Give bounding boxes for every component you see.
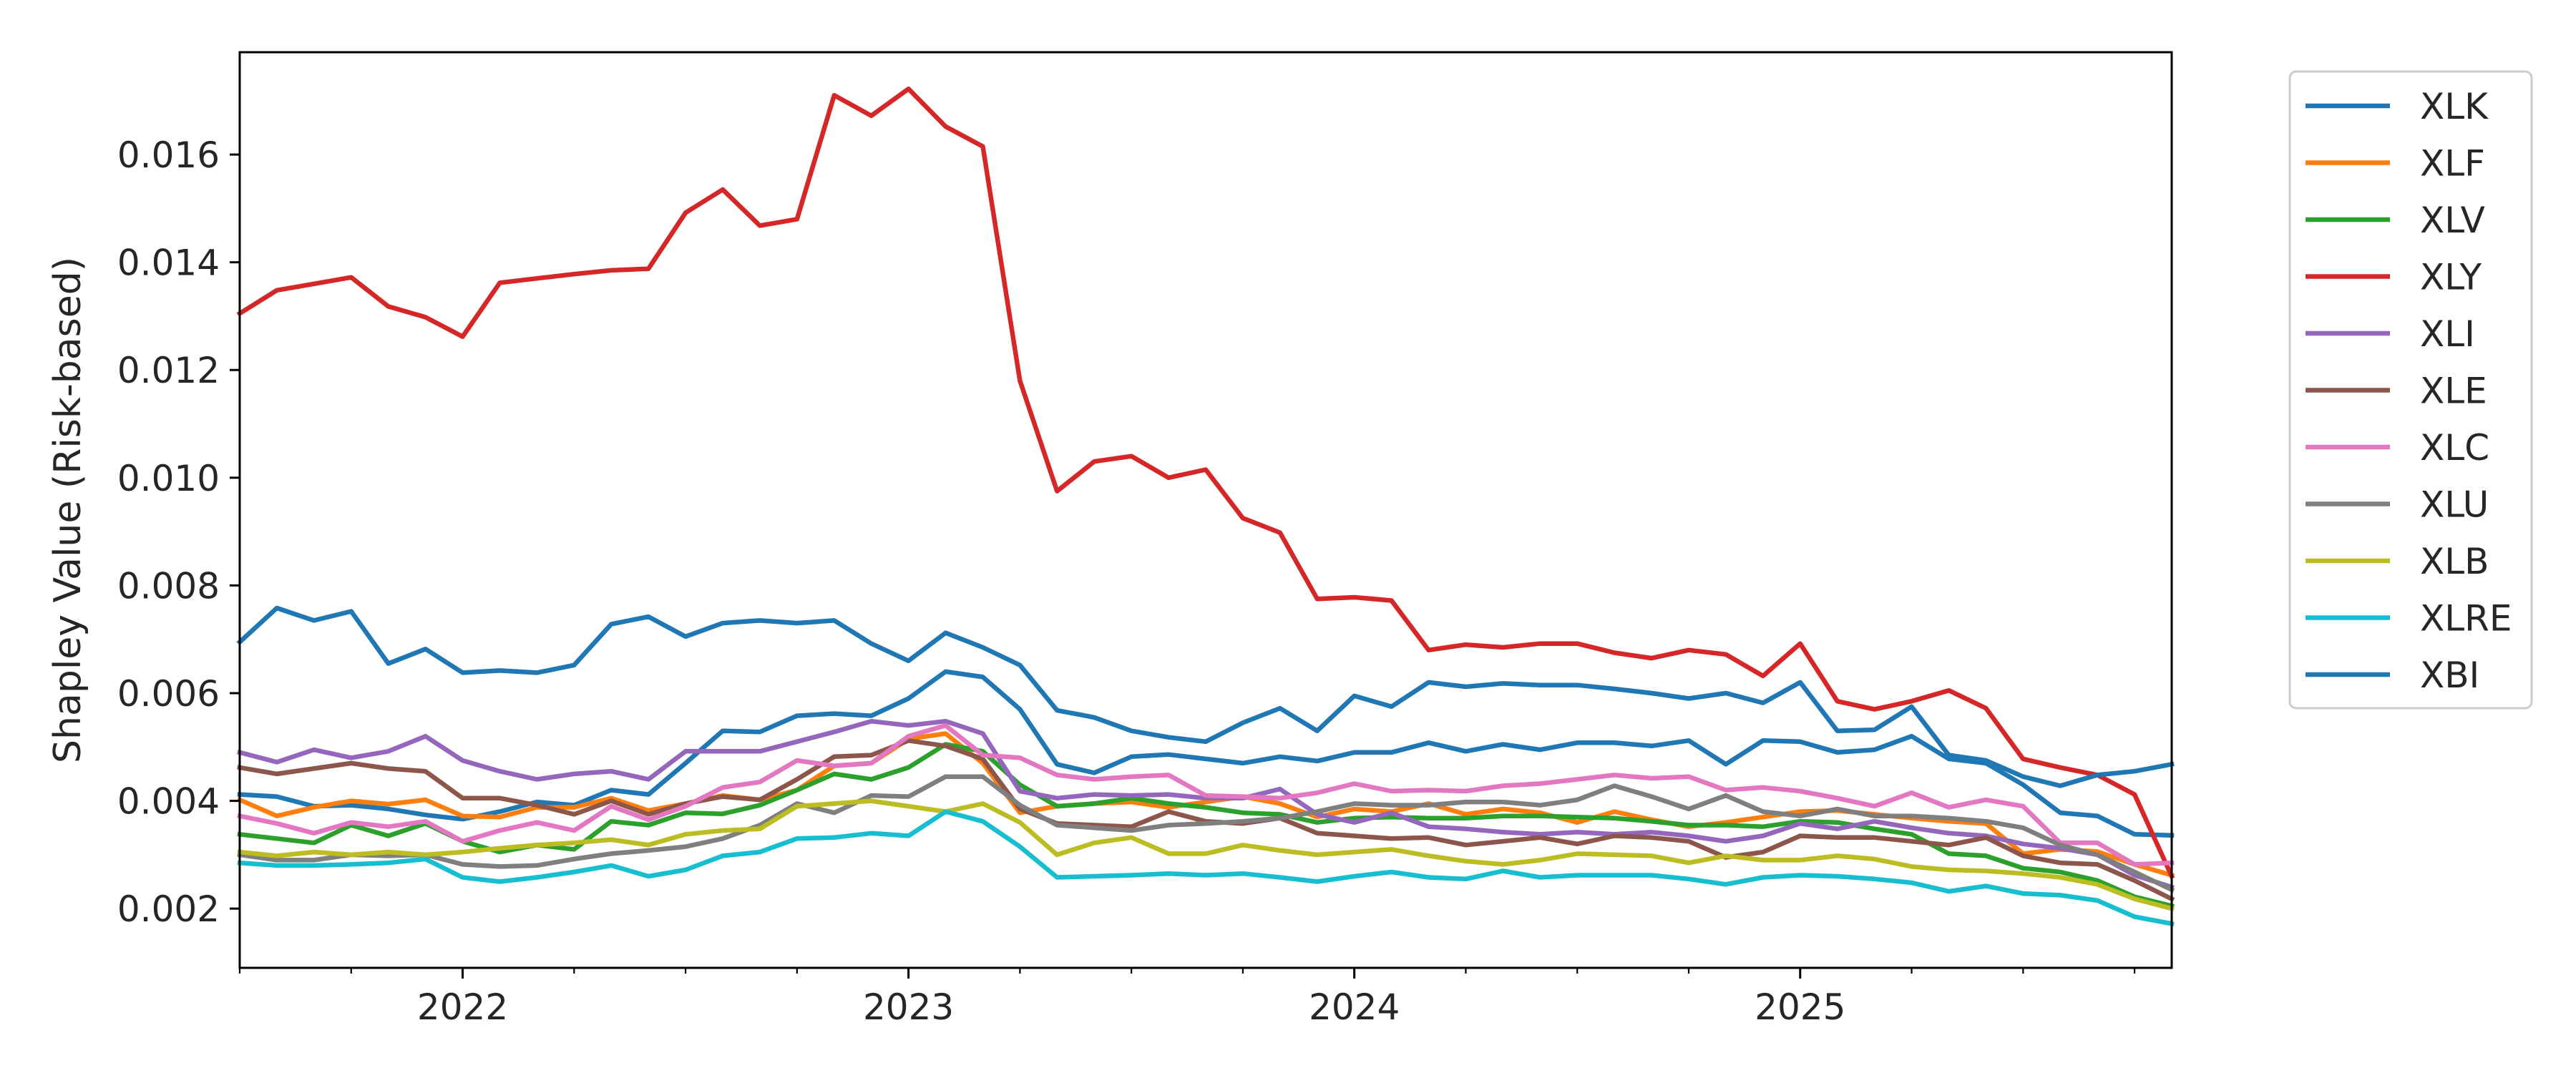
legend-label: XLU bbox=[2420, 484, 2489, 526]
legend-label: XLI bbox=[2420, 313, 2475, 355]
legend-entry-xlu: XLU bbox=[2306, 484, 2489, 526]
y-tick-label: 0.016 bbox=[117, 134, 220, 176]
y-tick-label: 0.004 bbox=[117, 781, 220, 823]
y-axis-label: Shapley Value (Risk-based) bbox=[47, 257, 89, 763]
series-layer bbox=[236, 86, 2175, 927]
legend-label: XLV bbox=[2420, 200, 2485, 241]
series-line-xlk bbox=[237, 669, 2175, 838]
legend-entry-xlre: XLRE bbox=[2306, 598, 2512, 640]
legend-label: XLY bbox=[2420, 257, 2482, 298]
y-tick-label: 0.010 bbox=[117, 458, 220, 499]
legend-entry-xbi: XBI bbox=[2306, 655, 2479, 696]
y-tick-label: 0.006 bbox=[117, 673, 220, 715]
series-line-xly bbox=[236, 86, 2175, 880]
y-tick-label: 0.012 bbox=[117, 350, 220, 391]
series-line-xlc bbox=[237, 722, 2175, 867]
y-tick-label: 0.008 bbox=[117, 565, 220, 607]
x-tick-label: 2024 bbox=[1309, 986, 1400, 1028]
legend-entry-xli: XLI bbox=[2306, 313, 2475, 355]
legend-entry-xlf: XLF bbox=[2306, 143, 2485, 185]
y-tick-label: 0.014 bbox=[117, 242, 220, 284]
series-line-xlre bbox=[237, 809, 2175, 927]
y-tick-label: 0.002 bbox=[117, 888, 220, 930]
legend-label: XLC bbox=[2420, 427, 2489, 469]
series-line-xlb bbox=[237, 798, 2175, 912]
series-line-xbi bbox=[236, 605, 2175, 788]
legend-label: XLRE bbox=[2420, 598, 2512, 640]
x-tick-label: 2025 bbox=[1755, 986, 1845, 1028]
plot-frame bbox=[238, 51, 2173, 969]
legend-frame bbox=[2288, 70, 2533, 710]
legend-label: XLK bbox=[2420, 86, 2489, 127]
legend-entry-xle: XLE bbox=[2306, 371, 2487, 412]
legend-label: XLE bbox=[2420, 371, 2487, 412]
legend-entry-xlk: XLK bbox=[2306, 86, 2489, 127]
y-axis: 0.002 0.004 0.006 0.008 0.010 0.012 0.014 0.016 bbox=[117, 134, 240, 930]
series-line-xli bbox=[237, 718, 2175, 891]
legend-entry-xlv: XLV bbox=[2306, 200, 2485, 241]
x-tick-label: 2022 bbox=[417, 986, 508, 1028]
legend-entry-xly: XLY bbox=[2306, 257, 2482, 298]
x-axis: 2022 2023 2024 2025 bbox=[238, 968, 2136, 1028]
legend-label: XBI bbox=[2420, 655, 2479, 696]
legend-entry-xlc: XLC bbox=[2306, 427, 2489, 469]
legend-entry-xlb: XLB bbox=[2306, 541, 2489, 582]
legend-label: XLF bbox=[2420, 143, 2485, 185]
x-tick-label: 2023 bbox=[863, 986, 954, 1028]
legend-label: XLB bbox=[2420, 541, 2489, 582]
legend: XLK XLF XLV XLY XLI XLE XLC XLU XLB XLRE XBI bbox=[2288, 70, 2533, 710]
series-line-xlu bbox=[237, 774, 2175, 893]
